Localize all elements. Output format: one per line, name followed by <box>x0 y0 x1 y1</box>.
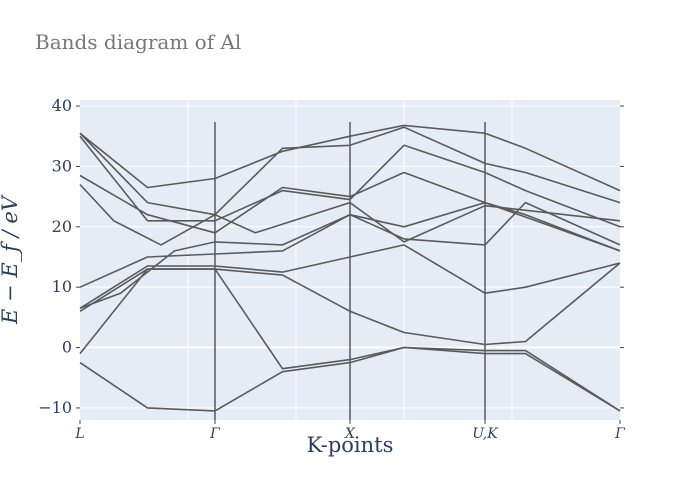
x-tick-label: X <box>344 426 356 442</box>
x-ticks: L Γ X U,K Γ <box>74 420 626 442</box>
band-line <box>79 124 621 192</box>
band-line <box>79 126 621 216</box>
y-tick-label: −10 <box>38 398 72 417</box>
band-line <box>79 262 621 346</box>
band-line <box>79 201 621 310</box>
x-tick-label: Γ <box>209 426 221 442</box>
x-tick-label: Γ <box>614 426 626 442</box>
y-tick-label: 10 <box>52 277 72 296</box>
x-axis-title: K-points <box>307 433 394 457</box>
band-lines <box>79 124 621 412</box>
band-line <box>79 201 621 288</box>
y-axis-title: E − E_f / eV <box>0 194 22 325</box>
band-line <box>79 135 621 228</box>
y-tick-label: 0 <box>62 338 72 357</box>
y-tick-label: 20 <box>52 217 72 236</box>
band-line <box>79 183 621 246</box>
x-tick-label: U,K <box>472 426 499 442</box>
y-ticks: −10 0 10 20 30 40 <box>38 96 624 417</box>
x-tick-label: L <box>74 426 84 442</box>
chart-title: Bands diagram of Al <box>35 30 242 54</box>
y-tick-label: 40 <box>52 96 72 115</box>
band-line <box>79 346 621 412</box>
band-line <box>79 244 621 309</box>
y-tick-label: 30 <box>52 156 72 175</box>
